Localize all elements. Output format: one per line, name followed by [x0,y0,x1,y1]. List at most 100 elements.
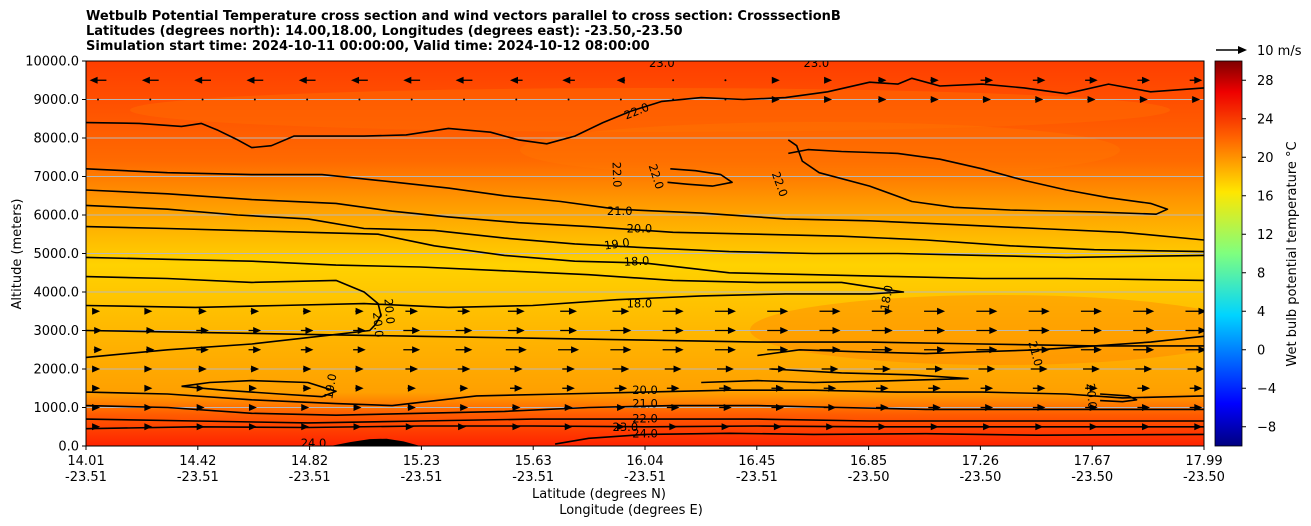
wind-vector-head [518,346,527,354]
wind-vector-head [1142,423,1151,431]
x-tick-label-lon: -23.51 [65,470,107,485]
wind-vector-head [200,346,209,354]
x-tick-label-lat: 14.01 [67,454,104,469]
wind-vector-head [878,76,887,84]
y-tick-label: 5000.0 [34,247,80,262]
wind-vector-head [1194,76,1203,84]
wind-vector-head [509,76,518,84]
wind-vector-head [1089,384,1098,392]
wind-vector-head [248,423,257,431]
wind-vector-head [305,327,314,334]
wind-vector-dot [672,79,675,82]
wind-vector-head [92,307,101,315]
contour-line [554,432,1204,445]
x-tick-label-lat: 16.04 [626,454,663,469]
wind-vector-head [1192,96,1201,103]
wind-vector-head [776,384,785,392]
wind-vector-head [353,423,362,431]
wind-vector-head [464,327,473,334]
wind-vector-head [1089,404,1098,411]
x-tick-label-lat: 15.23 [403,454,440,469]
wind-vector-head [1035,96,1044,103]
wind-vector-dot [253,98,256,101]
wind-vector-head [301,404,310,411]
wind-vector-head [832,307,841,315]
x-tick-label-lat: 14.42 [179,454,216,469]
wind-vector-head [937,307,946,315]
title-line-2: Latitudes (degrees north): 14.00,18.00, … [86,24,683,39]
wind-vector-head [516,327,525,334]
wind-vector-head [989,307,998,315]
wind-vector-head [253,327,262,334]
wind-vector-head [828,404,837,411]
wind-vector-head [512,423,521,431]
wind-vector-head [141,76,150,84]
wind-vector-head [985,76,994,84]
wind-vector-head [1089,76,1098,84]
wind-vector-head [671,404,680,411]
wind-vector-head [144,404,153,411]
wind-vector-head [251,307,260,315]
wind-vector-head [566,384,575,392]
wind-vector-head [824,96,833,103]
wind-vector-head [351,76,360,84]
wind-vector-head [1194,384,1203,392]
colorbar-tick-label: 24 [1257,112,1274,127]
wind-vector-head [623,346,632,354]
wind-vector-head [989,346,998,354]
wind-vector-head [514,365,523,373]
x-axis-label-lat: Latitude (degrees N) [532,487,666,502]
wind-vector-head [144,423,153,431]
wind-vector-head [983,96,992,103]
wind-vector-head [146,346,155,354]
wind-vector-dot [306,98,309,101]
wind-vector-head [673,365,682,373]
wind-vector-head [771,96,780,103]
x-tick-label-lat: 17.99 [1185,454,1222,469]
wind-vector-head [1037,404,1046,411]
x-tick-label-lon: -23.50 [959,470,1001,485]
wind-vector-head [89,76,98,84]
wind-vector-head [92,404,101,411]
wind-vector-head [780,327,789,334]
wind-vector-head [830,365,839,373]
wind-vector-dot [567,98,570,101]
contour-label: 22.0 [609,162,624,188]
wind-vector-dot [201,98,204,101]
wind-vector-head [144,307,153,315]
wind-vector-head [301,423,310,431]
wind-vector-head [824,76,833,84]
wind-vector-head [985,384,994,392]
x-tick-label-lat: 15.63 [515,454,552,469]
wind-vector-head [989,327,998,334]
wind-vector-head [305,346,314,354]
wind-vector-head [566,365,575,373]
wind-vector-head [987,365,996,373]
wind-vector-head [619,384,628,392]
wind-vector-head [723,404,732,411]
contour-line [701,368,969,384]
wind-vector-dot [724,98,727,101]
wind-vector-head [246,76,255,84]
x-tick-label-lon: -23.50 [848,470,890,485]
wind-vector-head [675,346,684,354]
x-tick-label-lon: -23.50 [1071,470,1113,485]
wind-vector-head [564,423,573,431]
x-tick-label-lon: -23.51 [512,470,554,485]
y-tick-label: 6000.0 [34,209,80,224]
wind-vector-head [832,346,841,354]
wind-vector-head [621,307,630,315]
contour-label: 20.0 [632,383,658,397]
wind-vector-head [357,346,366,354]
wind-vector-head [403,76,412,84]
y-tick-label: 2000.0 [34,363,80,378]
contour-line [86,389,1204,407]
wind-vector-head [196,404,205,411]
wind-vector-dot [97,98,99,101]
terrain [330,438,421,446]
y-tick-label: 9000.0 [34,93,80,108]
contour-label: 24.0 [632,427,658,441]
wind-vector-head [937,346,946,354]
contour-line [667,168,733,187]
